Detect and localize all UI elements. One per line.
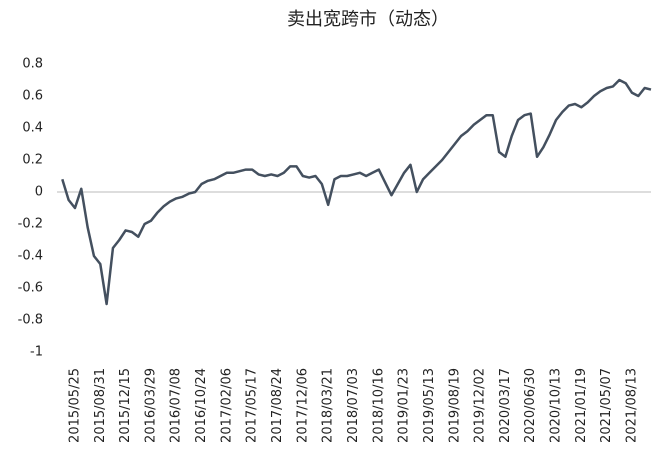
x-tick-label: 2019/05/13	[422, 368, 437, 443]
x-tick-label: 2017/05/17	[245, 368, 260, 443]
x-tick-label: 2019/01/23	[397, 368, 412, 443]
x-tick-label: 2020/10/13	[549, 368, 564, 443]
x-tick-label: 2016/03/29	[143, 368, 158, 443]
y-tick-label: 0.8	[22, 57, 43, 72]
y-tick-label: -0.4	[18, 249, 43, 264]
x-tick-label: 2018/07/03	[346, 368, 361, 443]
x-tick-label: 2018/03/21	[321, 368, 336, 443]
x-tick-label: 2021/05/07	[599, 368, 614, 443]
x-tick-label: 2018/10/16	[371, 368, 386, 443]
x-tick-label: 2016/10/24	[194, 368, 209, 443]
x-tick-label: 2020/06/30	[523, 368, 538, 443]
x-tick-label: 2019/08/19	[447, 368, 462, 443]
y-tick-label: 0.6	[22, 89, 43, 104]
x-tick-label: 2021/08/13	[625, 368, 640, 443]
x-tick-label: 2015/05/25	[67, 368, 82, 443]
x-tick-label: 2017/02/06	[219, 368, 234, 443]
x-tick-label: 2020/03/17	[498, 368, 513, 443]
x-tick-label: 2017/08/24	[270, 368, 285, 443]
chart-title: 卖出宽跨市（动态）	[287, 9, 449, 30]
y-tick-label: -0.2	[18, 217, 43, 232]
y-tick-label: -0.6	[18, 281, 43, 296]
x-tick-label: 2017/12/06	[295, 368, 310, 443]
y-tick-label: 0	[35, 185, 43, 200]
x-tick-label: 2015/12/15	[118, 368, 133, 443]
x-tick-label: 2015/08/31	[93, 368, 108, 443]
x-tick-label: 2019/12/02	[473, 368, 488, 443]
y-tick-label: 0.4	[22, 121, 43, 136]
line	[61, 78, 652, 306]
y-tick-label: -1	[30, 345, 43, 360]
y-tick-label: 0.2	[22, 153, 43, 168]
x-tick-label: 2021/01/19	[574, 368, 589, 443]
x-tick-label: 2016/07/08	[169, 368, 184, 443]
y-tick-label: -0.8	[18, 313, 43, 328]
